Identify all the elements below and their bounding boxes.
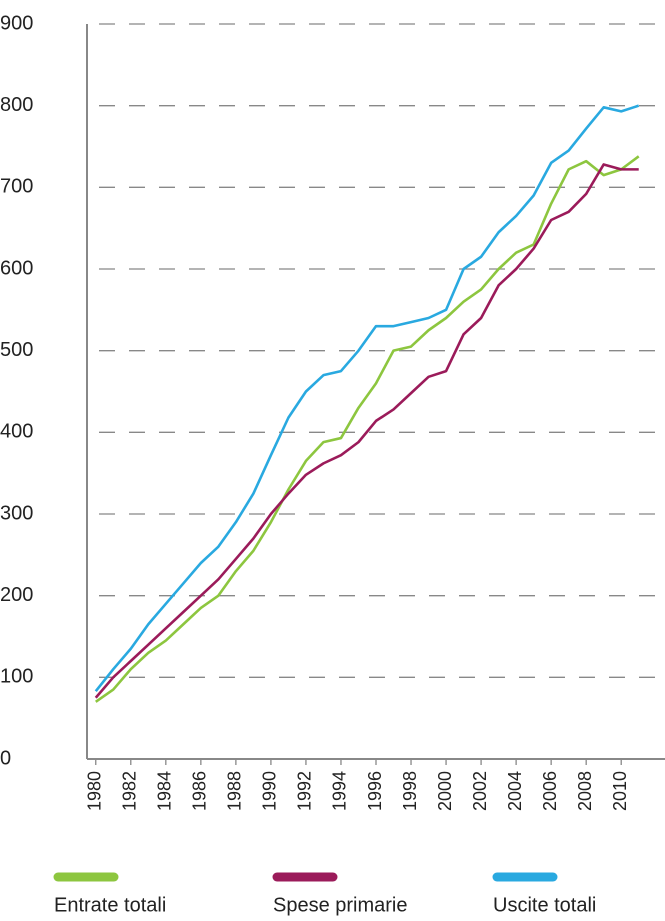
x-tick-label: 2006 (540, 771, 560, 811)
series-line (94, 163, 639, 699)
x-tick-label: 1994 (330, 771, 350, 811)
legend-label: Spese primarie (273, 894, 408, 916)
x-tick-label: 2008 (575, 771, 595, 811)
x-tick-label: 1988 (225, 771, 245, 811)
legend-label: Entrate totali (54, 894, 166, 916)
y-tick-label: 0 (0, 747, 11, 769)
y-tick-label: 900 (0, 12, 33, 34)
y-tick-label: 300 (0, 502, 33, 524)
x-tick-label: 1996 (365, 771, 385, 811)
y-tick-label: 400 (0, 421, 33, 443)
y-tick-label: 800 (0, 94, 33, 116)
y-tick-label: 600 (0, 257, 33, 279)
y-tick-label: 700 (0, 176, 33, 198)
x-tick-label: 1980 (85, 771, 105, 811)
series-line (95, 155, 640, 703)
x-tick-label: 1990 (260, 771, 280, 811)
x-tick-label: 1998 (400, 771, 420, 811)
x-tick-label: 2004 (505, 771, 525, 811)
y-tick-label: 500 (0, 339, 33, 361)
x-tick-label: 2010 (610, 771, 630, 811)
series-line (94, 104, 640, 693)
y-tick-label: 100 (0, 666, 33, 688)
x-tick-label: 1982 (120, 771, 140, 811)
x-tick-label: 1984 (155, 771, 175, 811)
y-tick-label: 200 (0, 584, 33, 606)
legend-label: Uscite totali (493, 894, 596, 916)
x-tick-label: 1986 (190, 771, 210, 811)
x-tick-label: 2000 (435, 771, 455, 811)
x-tick-label: 1992 (295, 771, 315, 811)
x-tick-label: 2002 (470, 771, 490, 811)
